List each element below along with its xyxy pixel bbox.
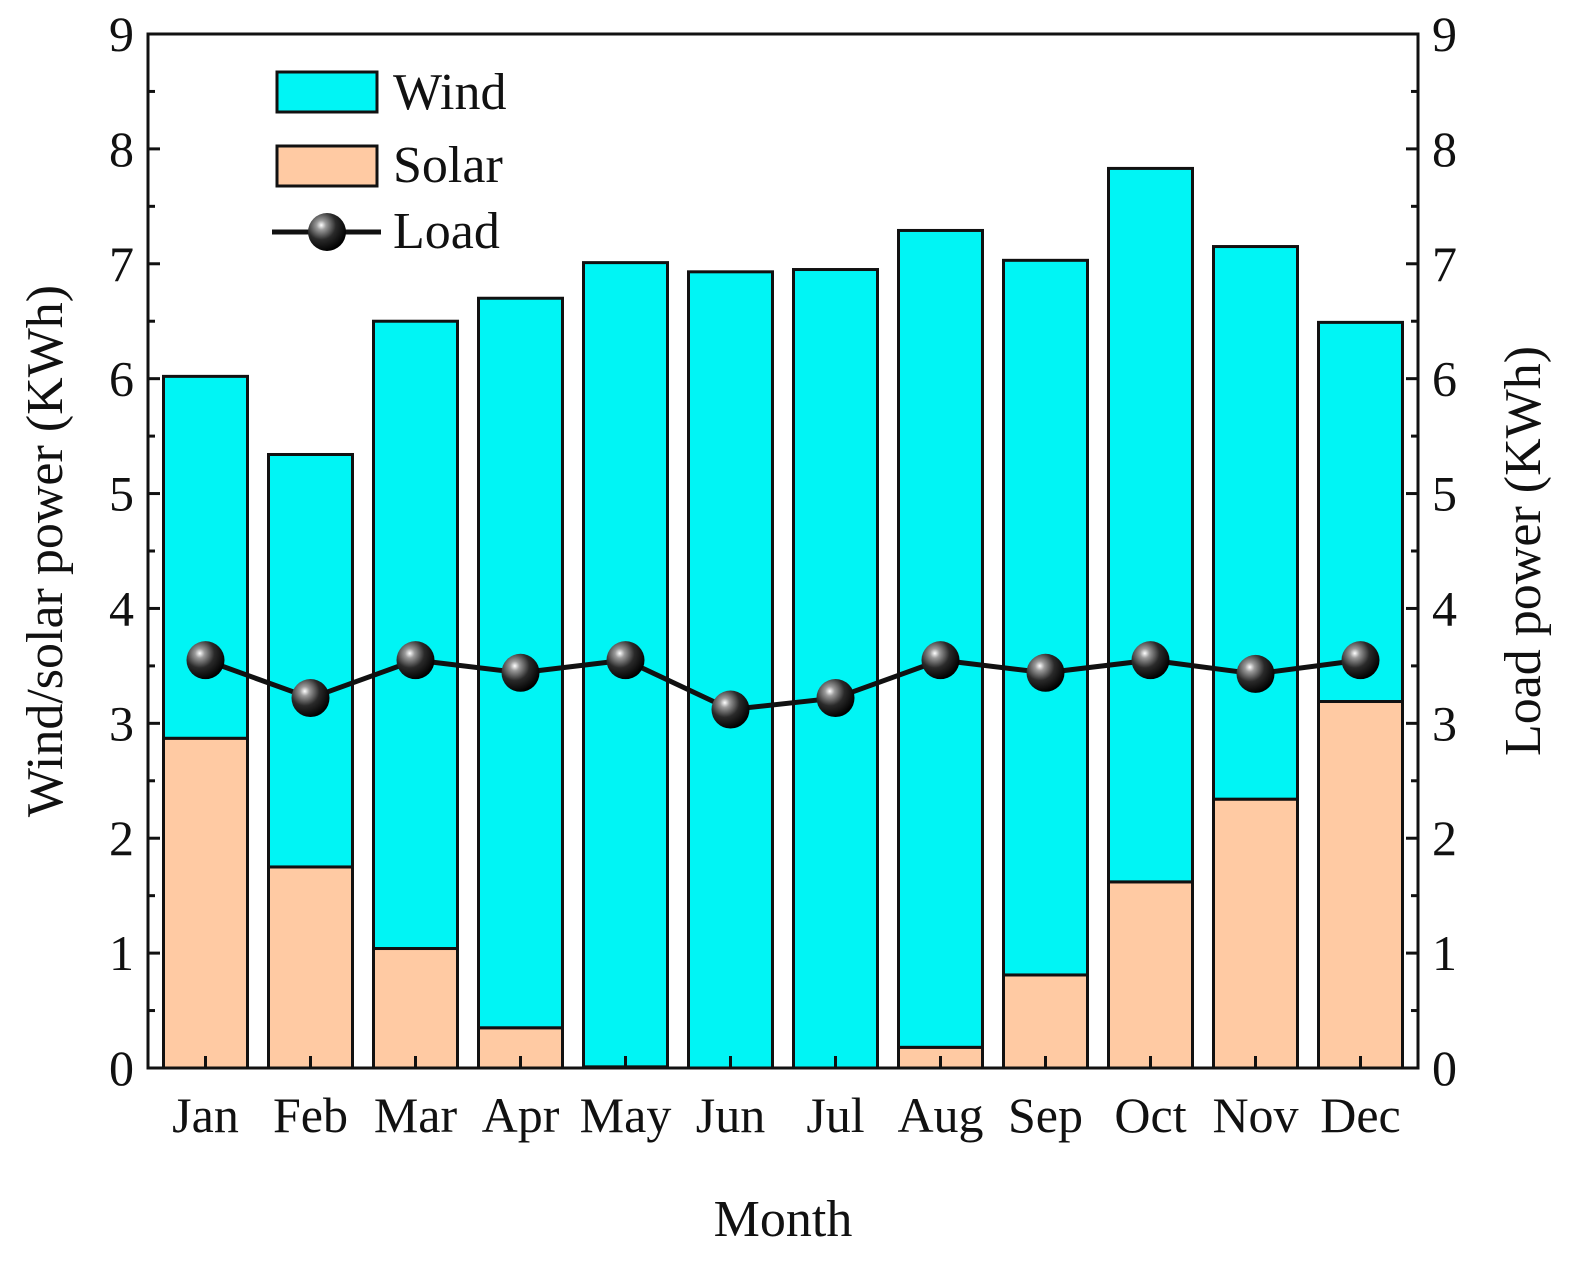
bar-wind-aug xyxy=(897,228,984,1049)
x-tick-label-sep: Sep xyxy=(1008,1087,1083,1143)
x-tick-label-nov: Nov xyxy=(1212,1087,1298,1143)
legend-item-load: Load xyxy=(272,203,500,260)
month-labels: Jan Feb Mar Apr May Jun Jul Aug Sep Oct Nov Dec xyxy=(172,1087,1401,1143)
load-point-jul xyxy=(816,679,855,718)
x-tick-label-feb: Feb xyxy=(273,1087,348,1143)
load-point-dec xyxy=(1341,641,1380,680)
y-tick-label-left: 5 xyxy=(109,466,134,522)
load-point-feb xyxy=(291,679,330,718)
y-tick-label-left: 1 xyxy=(109,925,134,981)
y-tick-label-right: 2 xyxy=(1432,810,1457,866)
load-point-jun xyxy=(711,690,750,729)
y-tick-label-right: 9 xyxy=(1432,6,1457,62)
bars-layer xyxy=(162,166,1404,1070)
legend: Wind Solar Load xyxy=(272,64,506,260)
y-tick-label-left: 8 xyxy=(109,121,134,177)
bar-wind-oct xyxy=(1107,166,1194,884)
legend-marker-load xyxy=(308,213,346,251)
load-point-apr xyxy=(501,653,540,692)
load-point-aug xyxy=(921,641,960,680)
x-tick-label-dec: Dec xyxy=(1320,1087,1401,1143)
bar-wind-nov xyxy=(1212,245,1299,801)
load-point-oct xyxy=(1131,641,1170,680)
load-point-nov xyxy=(1236,654,1275,693)
bar-wind-jun xyxy=(687,270,774,1070)
load-point-sep xyxy=(1026,653,1065,692)
x-tick-label-jul: Jul xyxy=(806,1087,864,1143)
y-tick-label-right: 4 xyxy=(1432,580,1457,636)
bar-wind-dec xyxy=(1317,320,1404,704)
load-line-segment xyxy=(624,657,732,712)
y-tick-label-left: 4 xyxy=(109,580,134,636)
x-tick-label-aug: Aug xyxy=(897,1087,983,1143)
y-tick-label-right: 0 xyxy=(1432,1040,1457,1096)
y-tick-label-right: 1 xyxy=(1432,925,1457,981)
bar-solar-dec xyxy=(1317,700,1404,1070)
legend-swatch-solar xyxy=(275,144,379,188)
x-axis-title: Month xyxy=(714,1191,853,1248)
load-line-layer xyxy=(186,641,1380,729)
y-axis-title-left: Wind/solar power (KWh) xyxy=(17,285,74,817)
y-tick-label-right: 5 xyxy=(1432,466,1457,522)
legend-label-load: Load xyxy=(393,203,500,260)
legend-item-wind: Wind xyxy=(275,64,506,121)
y-tick-label-right: 8 xyxy=(1432,121,1457,177)
bar-solar-nov xyxy=(1212,797,1299,1070)
y-tick-label-left: 0 xyxy=(109,1040,134,1096)
bar-wind-feb xyxy=(267,452,354,869)
x-tick-label-mar: Mar xyxy=(374,1087,458,1143)
y-tick-label-left: 7 xyxy=(109,236,134,292)
x-tick-label-may: May xyxy=(580,1087,672,1143)
bar-solar-jan xyxy=(162,736,249,1070)
load-point-may xyxy=(606,641,645,680)
y-tick-label-left: 6 xyxy=(109,351,134,407)
legend-item-solar: Solar xyxy=(275,137,503,194)
y-tick-label-left: 9 xyxy=(109,6,134,62)
y-tick-label-right: 3 xyxy=(1432,695,1457,751)
bar-wind-jan xyxy=(162,374,249,740)
y-tick-label-right: 6 xyxy=(1432,351,1457,407)
x-tick-label-jan: Jan xyxy=(172,1087,239,1143)
x-tick-label-jun: Jun xyxy=(696,1087,765,1143)
legend-swatch-wind xyxy=(275,70,379,114)
legend-label-wind: Wind xyxy=(393,64,506,121)
y-tick-label-left: 2 xyxy=(109,810,134,866)
x-tick-label-oct: Oct xyxy=(1114,1087,1186,1143)
load-point-mar xyxy=(396,641,435,680)
y-tick-label-left: 3 xyxy=(109,695,134,751)
bar-solar-feb xyxy=(267,865,354,1070)
y-tick-label-right: 7 xyxy=(1432,236,1457,292)
bar-solar-oct xyxy=(1107,880,1194,1070)
legend-label-solar: Solar xyxy=(393,137,503,194)
bar-wind-mar xyxy=(372,319,459,951)
y-axis-title-right: Load power (KWh) xyxy=(1495,346,1552,756)
x-tick-label-apr: Apr xyxy=(482,1087,560,1143)
bar-wind-jul xyxy=(792,268,879,1070)
bar-solar-mar xyxy=(372,947,459,1070)
bar-wind-sep xyxy=(1002,258,1089,977)
ticks-layer: 0 0 1 1 2 2 3 3 4 4 5 5 6 6 7 7 8 8 9 9 xyxy=(109,6,1457,1096)
bar-solar-sep xyxy=(1002,973,1089,1070)
load-point-jan xyxy=(186,641,225,680)
